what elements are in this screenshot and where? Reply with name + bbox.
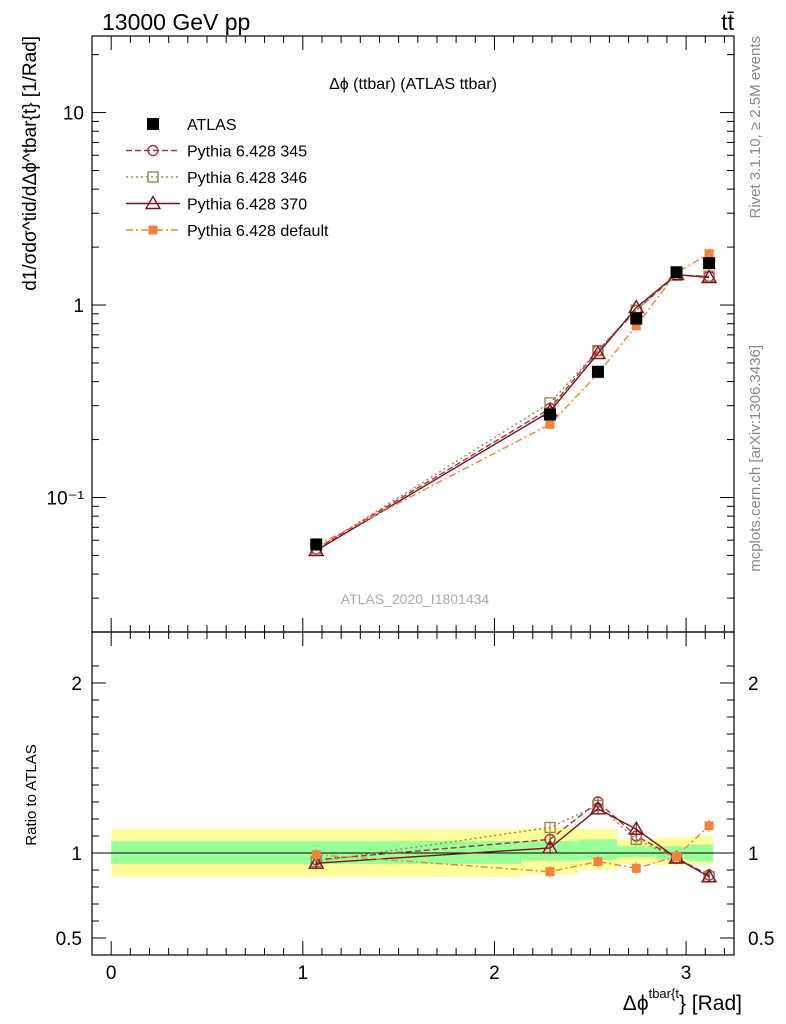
- ratio-y-tick-label-right: 2: [748, 674, 759, 695]
- y-tick-label: 1: [73, 296, 84, 317]
- point-atlas: [703, 257, 716, 270]
- ratio-point-pythia-6-428-370: [589, 800, 607, 815]
- ratio-point-pythia-6-428-370: [541, 839, 559, 854]
- series-line-pythia-6-428-345: [315, 274, 710, 550]
- band-green: [617, 846, 656, 858]
- ratio-point-pythia-6-428-default: [672, 851, 682, 861]
- point-pythia-6-428-370: [700, 269, 718, 284]
- legend-label-atlas: ATLAS: [187, 117, 237, 134]
- legend-label-pythia-6-428-default: Pythia 6.428 default: [187, 223, 329, 240]
- legend-label-pythia-6-428-345: Pythia 6.428 345: [187, 144, 307, 161]
- legend-marker-pythia-6-428-346: [147, 171, 159, 183]
- legend-marker-pythia-6-428-370: [144, 195, 162, 210]
- ratio-y-tick-label: 2: [71, 674, 82, 695]
- ratio-point-pythia-6-428-370: [628, 820, 645, 835]
- point-pythia-6-428-346: [544, 397, 556, 409]
- point-atlas: [544, 408, 557, 421]
- band-green: [578, 839, 618, 860]
- point-atlas: [670, 266, 683, 279]
- rivet-version: Rivet 3.1.10, ≥ 2.5M events: [747, 36, 764, 219]
- point-pythia-6-428-default: [545, 419, 555, 429]
- x-tick-label: 2: [489, 963, 500, 984]
- analysis-watermark: ATLAS_2020_I1801434: [341, 591, 490, 607]
- x-axis-label: Δϕtbar{t} [Rad]: [623, 986, 742, 1015]
- y-tick-label: 10: [63, 104, 84, 125]
- ratio-point-pythia-6-428-default: [545, 867, 555, 877]
- ratio-point-pythia-6-428-default: [311, 850, 321, 860]
- point-pythia-6-428-default: [704, 249, 714, 259]
- main-axis-ticks: 0 1 2 3 10⁻¹ 1 10: [47, 36, 734, 984]
- x-tick-label: 3: [681, 963, 692, 984]
- legend-marker-atlas: [147, 118, 159, 130]
- ratio-point-pythia-6-428-346: [544, 821, 556, 834]
- series-line-pythia-6-428-370: [315, 273, 710, 552]
- ratio-point-pythia-6-428-370: [700, 868, 718, 883]
- series-line-pythia-6-428-346: [315, 274, 710, 550]
- ratio-plot-frame: [91, 631, 735, 956]
- point-pythia-6-428-370: [589, 345, 607, 360]
- ratio-y-tick-label-right: 1: [748, 844, 759, 865]
- ratio-series-group: [308, 796, 718, 883]
- legend: ATLAS Pythia 6.428 345 Pythia 6.428 346 Pyt…: [126, 117, 329, 240]
- ratio-y-axis-label: Ratio to ATLAS: [23, 744, 40, 845]
- ratio-y-tick-label: 0.5: [56, 929, 82, 950]
- header-left: 13000 GeV pp: [102, 9, 250, 35]
- point-atlas: [310, 538, 323, 551]
- plot-title: Δϕ (ttbar) (ATLAS ttbar): [329, 76, 497, 93]
- ratio-axis-ticks: 0.5 0.5 1 1 2 2: [56, 665, 774, 950]
- x-axis-label-main: Δϕ: [623, 992, 649, 1015]
- ratio-point-pythia-6-428-default: [704, 821, 714, 831]
- y-axis-label: d1/σdσ^tid/dΔϕ^tbar{t} [1/Rad]: [20, 36, 41, 291]
- ratio-line-pythia-6-428-default: [316, 825, 710, 873]
- mcplots-credit: mcplots.cern.ch [arXiv:1306.3436]: [747, 345, 764, 572]
- ratio-error-bands: [111, 827, 714, 877]
- point-atlas: [591, 365, 604, 378]
- ratio-y-tick-label-right: 0.5: [748, 929, 774, 950]
- x-axis-label-sup: tbar{t: [649, 986, 680, 1001]
- legend-label-pythia-6-428-346: Pythia 6.428 346: [187, 170, 307, 187]
- ratio-y-tick-label: 1: [71, 844, 82, 865]
- point-atlas: [630, 312, 643, 325]
- ratio-point-pythia-6-428-370: [308, 854, 325, 869]
- legend-marker-pythia-6-428-345: [147, 144, 159, 157]
- y-tick-label: 10⁻¹: [47, 488, 85, 509]
- point-pythia-6-428-370: [628, 299, 645, 314]
- x-axis-label-tail: } [Rad]: [679, 992, 742, 1015]
- ratio-point-pythia-6-428-default: [593, 857, 603, 866]
- ratio-point-pythia-6-428-default: [631, 863, 641, 873]
- point-pythia-6-428-default: [631, 321, 641, 331]
- main-series-group: [308, 249, 718, 557]
- legend-label-pythia-6-428-370: Pythia 6.428 370: [187, 197, 307, 214]
- x-tick-label: 1: [298, 963, 309, 984]
- header-right: tt̄: [721, 9, 734, 35]
- legend-marker-pythia-6-428-default: [148, 225, 158, 235]
- x-tick-label: 0: [106, 963, 117, 984]
